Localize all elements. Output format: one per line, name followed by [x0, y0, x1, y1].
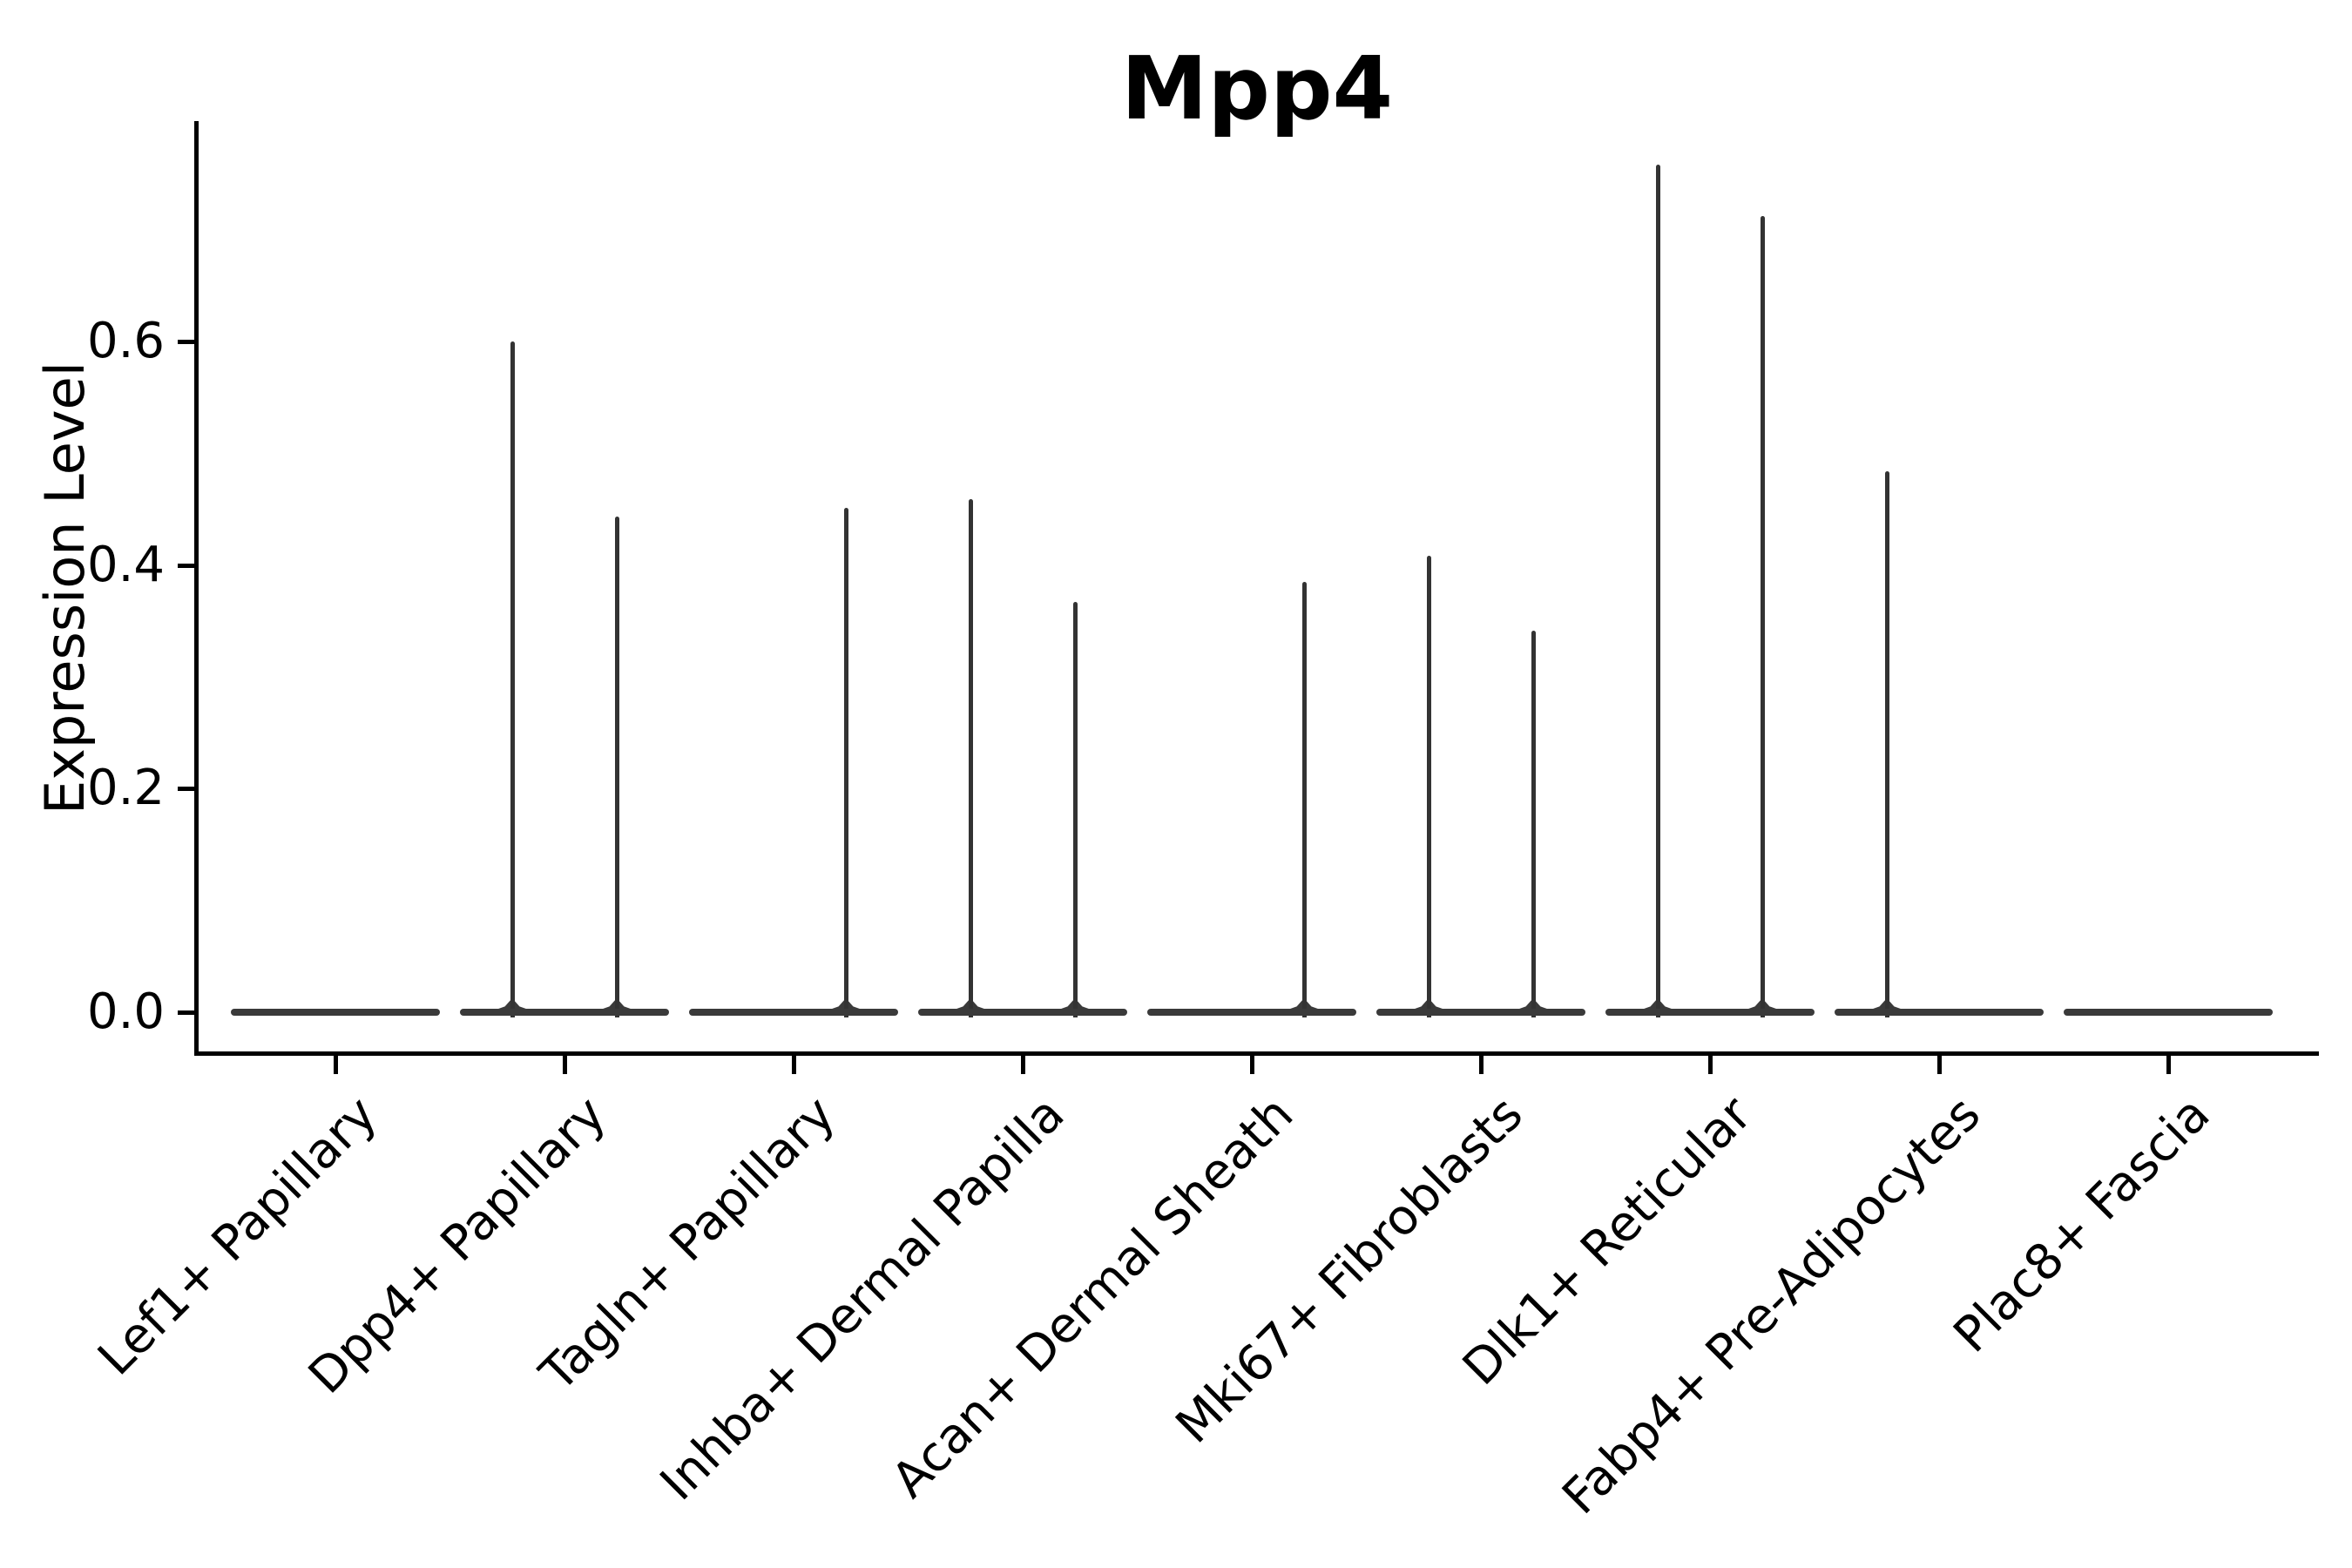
x-tick	[334, 1056, 338, 1074]
violin-needle	[1760, 216, 1765, 1017]
violin-base	[1376, 1009, 1585, 1016]
violin-base	[689, 1009, 898, 1016]
y-tick-label: 0.4	[86, 536, 165, 593]
violin-base	[231, 1009, 440, 1016]
y-tick	[178, 563, 194, 568]
violin-base	[1605, 1009, 1815, 1016]
x-tick-label: Acan+ Dermal Sheath	[881, 1085, 1305, 1510]
y-axis-spine	[194, 121, 199, 1056]
x-tick	[1708, 1056, 1713, 1074]
x-tick-label: Fabp4+ Pre-Adipocytes	[1551, 1085, 1992, 1526]
x-tick	[792, 1056, 796, 1074]
violin-needle	[843, 508, 848, 1017]
x-tick	[563, 1056, 567, 1074]
violin-needle	[968, 498, 973, 1017]
x-tick	[1021, 1056, 1025, 1074]
y-tick	[178, 339, 194, 344]
violin-needle	[1301, 581, 1307, 1017]
chart-title: Mpp4	[1120, 37, 1394, 139]
violin-needle	[1072, 601, 1078, 1017]
y-tick-label: 0.2	[86, 760, 165, 817]
violin-needle	[510, 341, 515, 1017]
violin-base	[1835, 1009, 2044, 1016]
violin-needle	[1655, 165, 1660, 1017]
x-tick	[1479, 1056, 1484, 1074]
violin-needle	[1531, 631, 1536, 1017]
violin-base	[1147, 1009, 1356, 1016]
x-tick-label: Inhba+ Dermal Papilla	[649, 1085, 1076, 1512]
violin-needle	[1426, 556, 1431, 1017]
x-tick	[2166, 1056, 2171, 1074]
violin-base	[2064, 1009, 2273, 1016]
y-tick-label: 0.6	[86, 312, 165, 369]
y-tick-label: 0.0	[86, 983, 165, 1040]
violin-base	[918, 1009, 1127, 1016]
violin-needle	[614, 517, 619, 1017]
x-tick	[1937, 1056, 1942, 1074]
x-axis-spine	[194, 1051, 2319, 1056]
x-tick	[1250, 1056, 1254, 1074]
y-tick	[178, 787, 194, 792]
violin-base	[460, 1009, 669, 1016]
y-tick	[178, 1010, 194, 1015]
violin-needle	[1884, 470, 1889, 1017]
